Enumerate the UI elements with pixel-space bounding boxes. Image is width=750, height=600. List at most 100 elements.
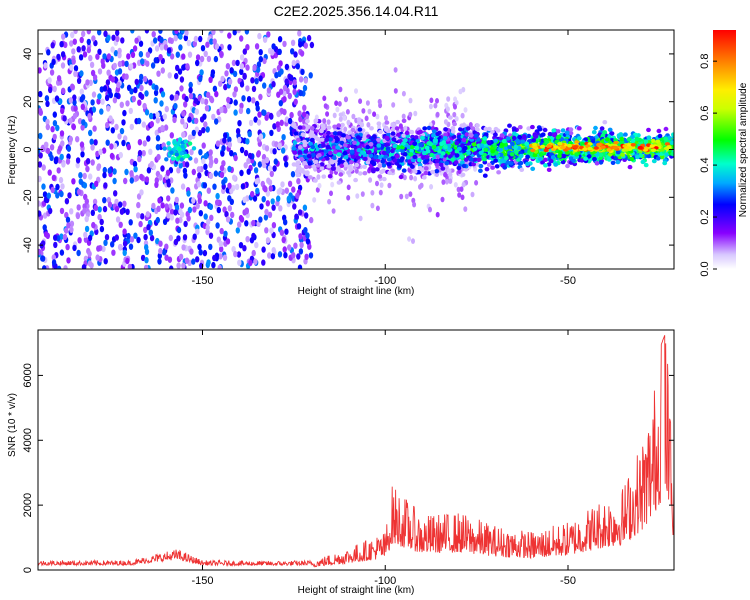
heatmap-cell [662, 160, 668, 166]
heatmap-cell [568, 127, 574, 132]
colorbar: 0.00.20.40.60.8 Normalized spectral ampl… [699, 30, 749, 277]
heatmap-cell [377, 163, 383, 169]
heatmap-cell [84, 215, 89, 223]
heatmap-cell [271, 43, 276, 50]
heatmap-cell [309, 41, 315, 49]
heatmap-cell [343, 96, 348, 103]
heatmap-cell [376, 137, 381, 142]
snr-series [38, 335, 674, 568]
heatmap-cell [61, 161, 66, 168]
heatmap-cell [239, 63, 245, 70]
heatmap-cell [539, 144, 546, 149]
heatmap-cell [177, 68, 183, 75]
heatmap-cell [85, 165, 90, 173]
heatmap-cell [107, 87, 112, 95]
heatmap-cell [69, 40, 74, 47]
heatmap-cell [159, 100, 164, 107]
heatmap-cell [282, 246, 287, 253]
heatmap-cell [305, 119, 310, 124]
heatmap-cell [244, 208, 249, 215]
heatmap-cell [663, 126, 669, 132]
heatmap-cell [144, 257, 149, 264]
heatmap-cell [136, 201, 141, 209]
heatmap-cell [119, 127, 125, 135]
heatmap-cell [132, 45, 138, 52]
heatmap-cell [246, 168, 251, 175]
heatmap-cell [80, 151, 85, 158]
heatmap-cell [254, 241, 259, 249]
heatmap-cell [587, 146, 593, 151]
heatmap-cell [261, 259, 266, 266]
heatmap-cell [413, 135, 419, 140]
heatmap-cell [470, 126, 476, 131]
heatmap-cell [299, 241, 304, 249]
heatmap-cell [340, 122, 345, 128]
heatmap-cell [269, 227, 274, 234]
heatmap-cell [56, 53, 61, 61]
heatmap-cell [284, 187, 289, 194]
heatmap-cell [253, 258, 258, 265]
heatmap-cell [329, 190, 333, 197]
heatmap-cell [101, 245, 106, 253]
heatmap-cell [266, 87, 272, 94]
heatmap-cell [315, 137, 321, 142]
heatmap-cell [206, 55, 212, 63]
heatmap-cell [304, 253, 309, 260]
heatmap-cell [138, 51, 144, 58]
heatmap-cell [428, 103, 433, 110]
heatmap-cell [256, 119, 262, 126]
heatmap-cell [76, 188, 82, 196]
heatmap-cell [83, 231, 88, 238]
heatmap-cell [616, 133, 622, 138]
heatmap-cell [122, 228, 127, 235]
heatmap-cell [377, 155, 383, 160]
heatmap-cell [113, 190, 118, 197]
heatmap-cell [473, 133, 479, 138]
heatmap-cell [270, 253, 276, 260]
heatmap-cell [378, 189, 383, 196]
heatmap-cell [90, 99, 95, 106]
heatmap-cell [513, 144, 519, 150]
heatmap-cell [255, 187, 260, 195]
heatmap-cell [310, 144, 316, 150]
heatmap-cell [144, 30, 150, 34]
heatmap-cell [233, 154, 238, 162]
heatmap-cell [446, 96, 451, 102]
heatmap-cell [53, 156, 59, 163]
heatmap-cell [278, 187, 283, 194]
heatmap-cell [126, 143, 131, 151]
heatmap-cell [557, 142, 563, 146]
heatmap-cell [337, 159, 343, 164]
heatmap-cell [408, 97, 413, 104]
heatmap-cell [552, 132, 557, 138]
heatmap-cell [376, 143, 382, 148]
heatmap-cell [173, 209, 178, 216]
heatmap-cell [461, 137, 467, 143]
heatmap-cell [184, 95, 189, 103]
heatmap-cell [466, 150, 471, 155]
heatmap-cell [277, 48, 282, 55]
heatmap-cell [360, 191, 365, 197]
heatmap-cell [361, 108, 366, 114]
heatmap-cell [258, 75, 263, 82]
heatmap-cell [104, 94, 110, 102]
heatmap-cell [530, 148, 536, 153]
heatmap-cell [221, 179, 226, 186]
heatmap-cell [296, 178, 301, 185]
heatmap-cell [626, 137, 632, 142]
heatmap-cell [256, 61, 262, 68]
heatmap-cell [258, 133, 264, 140]
heatmap-cell [245, 64, 250, 71]
heatmap-cell [78, 54, 84, 61]
heatmap-cell [262, 36, 268, 43]
heatmap-cell [112, 177, 117, 185]
heatmap-cell [482, 173, 488, 178]
heatmap-cell [459, 186, 464, 192]
heatmap-cell [97, 68, 103, 75]
heatmap-cell [251, 85, 257, 93]
heatmap-cell [164, 243, 169, 250]
heatmap-cell [231, 246, 236, 253]
heatmap-cell [97, 213, 102, 221]
heatmap-cell [58, 176, 64, 184]
heatmap-cell [327, 174, 333, 179]
